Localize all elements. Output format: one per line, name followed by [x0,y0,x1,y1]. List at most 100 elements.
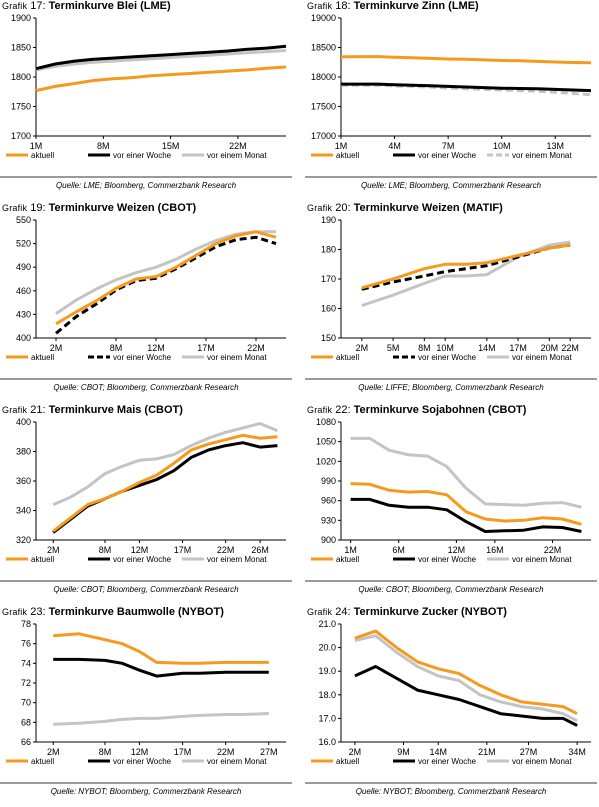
chart-source: Quelle: LME; Bloomberg, Commerzbank Rese… [360,181,542,190]
y-tick-label: 76 [21,639,31,649]
chart-name: Terminkurve Baumwolle (NYBOT) [48,606,224,618]
y-tick-label: 18.0 [318,690,336,700]
y-tick-label: 1050 [316,437,336,447]
chart-prefix: Grafik [307,405,333,415]
legend-label-3: vor einem Monat [207,555,267,564]
legend-label-3: vor einem Monat [512,757,572,766]
x-tick-label: 12M [131,747,149,757]
chart-source: Quelle: LIFFE; Bloomberg, Commerzbank Re… [358,383,544,392]
x-tick-label: 13M [547,141,565,151]
chart-source: Quelle: NYBOT; Bloomberg, Commerzbank Re… [50,787,242,796]
y-tick-label: 18000 [311,72,336,82]
x-tick-label: 22M [247,343,265,353]
chart-name: Terminkurve Zucker (NYBOT) [353,606,507,618]
chart-panel-23: Grafik 23: Terminkurve Baumwolle (NYBOT)… [0,606,292,801]
y-tick-label: 68 [21,717,31,727]
x-tick-label: 17M [174,747,192,757]
y-tick-label: 16.0 [318,737,336,747]
x-tick-label: 14M [478,343,496,353]
legend-label-1: aktuell [31,353,54,362]
y-tick-label: 66 [21,737,31,747]
chart-title: Grafik 21: Terminkurve Mais (CBOT) [2,404,183,416]
y-tick-label: 17000 [311,131,336,141]
y-tick-label: 550 [16,215,31,225]
y-tick-label: 1900 [11,13,31,23]
x-tick-label: 20M [541,343,559,353]
series-line-3 [354,634,578,723]
chart-svg: 320 340 360 380 400 2M 8M 12M 17M 22M 26M aktuell vo… [6,417,286,564]
y-tick-label: 17.0 [318,713,336,723]
legend-label-1: aktuell [336,757,359,766]
chart-panel-22: Grafik 22: Terminkurve Sojabohnen (CBOT)… [305,404,597,599]
y-tick-label: 150 [321,333,336,343]
y-tick-label: 1020 [316,456,336,466]
y-tick-label: 1750 [11,102,31,112]
x-tick-label: 8M [110,343,123,353]
y-tick-label: 320 [16,535,31,545]
series-line-1 [340,55,592,65]
y-tick-label: 18500 [311,43,336,53]
x-tick-label: 12M [147,343,165,353]
series-line-1 [361,243,571,290]
x-tick-label: 22M [217,747,235,757]
series-line-1 [350,482,582,526]
y-tick-label: 400 [16,333,31,343]
chart-number: 17 [30,0,43,12]
x-tick-label: 8M [97,141,110,151]
y-tick-label: 430 [16,309,31,319]
x-tick-label: 22M [229,141,247,151]
y-tick-label: 380 [16,447,31,457]
series-line-3 [341,83,592,97]
legend-label-2: vor einer Woche [418,151,477,160]
divider [305,176,597,178]
x-tick-label: 17M [509,343,527,353]
y-tick-label: 360 [16,476,31,486]
x-tick-label: 1M [344,545,357,555]
series-line-3 [35,49,287,72]
legend-label-1: aktuell [31,555,54,564]
chart-panel-20: Grafik 20: Terminkurve Weizen (MATIF) 15… [305,202,597,397]
y-tick-label: 74 [21,658,31,668]
x-tick-label: 14M [429,747,447,757]
legend-label-1: aktuell [336,151,359,160]
divider [0,378,292,380]
chart-prefix: Grafik [2,1,28,11]
chart-prefix: Grafik [2,405,28,415]
y-tick-label: 520 [16,239,31,249]
legend-label-2: vor einer Woche [418,757,477,766]
chart-prefix: Grafik [307,203,333,213]
x-tick-label: 5M [387,343,400,353]
x-tick-label: 22M [544,545,562,555]
series-line-3 [52,422,278,506]
legend-label-3: vor einem Monat [512,151,572,160]
y-tick-label: 190 [321,215,336,225]
chart-source: Quelle: CBOT; Bloomberg, Commerzbank Res… [53,383,239,392]
legend-label-3: vor einem Monat [512,555,572,564]
chart-name: Terminkurve Weizen (CBOT) [48,202,197,214]
x-tick-label: 9M [397,747,410,757]
x-tick-label: 12M [131,545,149,555]
x-tick-label: 2M [50,343,63,353]
x-tick-label: 8M [99,747,112,757]
chart-number: 24 [335,606,348,618]
series-line-1 [35,65,287,93]
x-tick-label: 7M [442,141,455,151]
x-tick-label: 1M [335,141,348,151]
x-tick-label: 2M [47,747,60,757]
x-tick-label: 6M [392,545,405,555]
chart-panel-21: Grafik 21: Terminkurve Mais (CBOT) 320 34… [0,404,292,599]
chart-svg: 66 68 70 72 74 76 78 2M 8M 12M 17M 22M 27M aktuell vor… [6,619,286,766]
y-tick-label: 70 [21,698,31,708]
series-line-2 [53,657,269,678]
x-tick-label: 2M [356,343,369,353]
chart-name: Terminkurve Weizen (MATIF) [353,202,503,214]
y-tick-label: 400 [16,417,31,427]
legend-label-2: vor einer Woche [418,555,477,564]
y-tick-label: 21.0 [318,619,336,629]
legend-label-3: vor einem Monat [207,151,267,160]
chart-title: Grafik 17: Terminkurve Blei (LME) [2,0,171,12]
chart-title: Grafik 20: Terminkurve Weizen (MATIF) [307,202,503,214]
chart-title: Grafik 19: Terminkurve Weizen (CBOT) [2,202,197,214]
y-tick-label: 1850 [11,43,31,53]
chart-panel-24: Grafik 24: Terminkurve Zucker (NYBOT) 16… [305,606,597,801]
